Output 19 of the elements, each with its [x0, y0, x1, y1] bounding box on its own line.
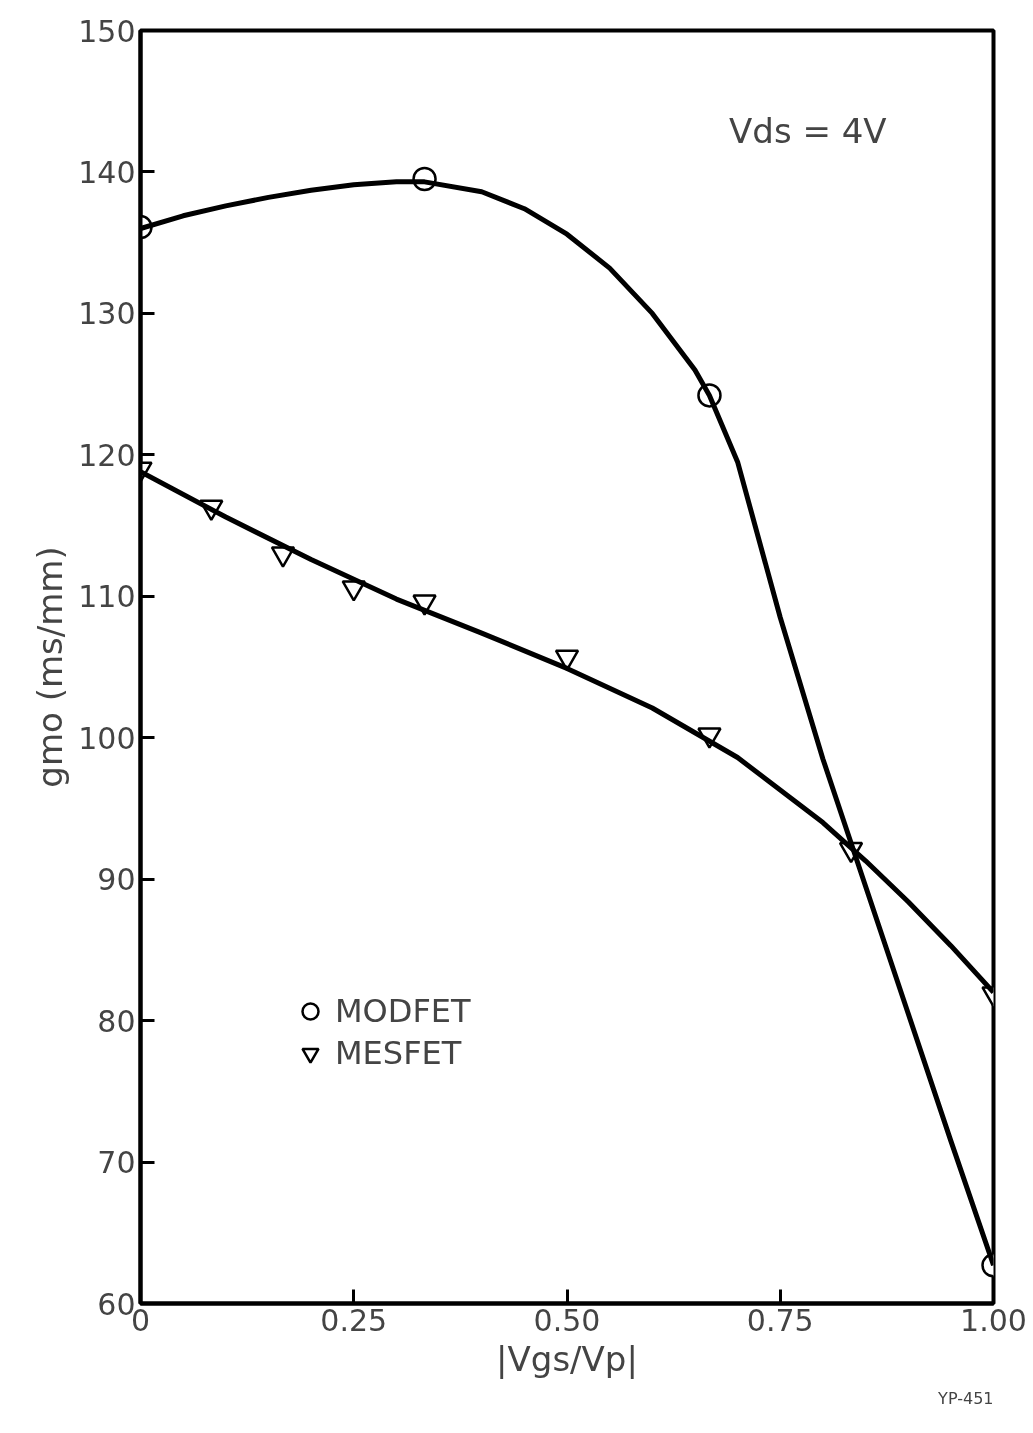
legend-label: MODFET [335, 992, 471, 1030]
x-tick-label: 0.75 [746, 1302, 814, 1338]
x-tick-label: 1.00 [960, 1302, 1027, 1338]
x-axis-title: |Vgs/Vp| [496, 1338, 638, 1379]
x-tick-label: 0.50 [533, 1302, 601, 1338]
y-tick-label: 120 [78, 437, 136, 473]
text: YP-451 [937, 1388, 994, 1408]
y-tick-label: 150 [78, 13, 136, 49]
y-tick-label: 70 [97, 1145, 136, 1181]
legend-label: MESFET [335, 1034, 462, 1072]
y-tick-label: 80 [97, 1003, 136, 1039]
y-tick-label: 140 [78, 154, 136, 190]
y-tick-label: 100 [78, 720, 136, 756]
y-tick-label: 130 [78, 296, 136, 332]
annotation: Vds = 4V [729, 110, 887, 151]
x-tick-label: 0.25 [320, 1302, 388, 1338]
y-tick-label: 90 [97, 862, 136, 898]
y-axis-title: gmo (ms/mm) [30, 546, 71, 788]
y-tick-label: 110 [78, 579, 136, 615]
